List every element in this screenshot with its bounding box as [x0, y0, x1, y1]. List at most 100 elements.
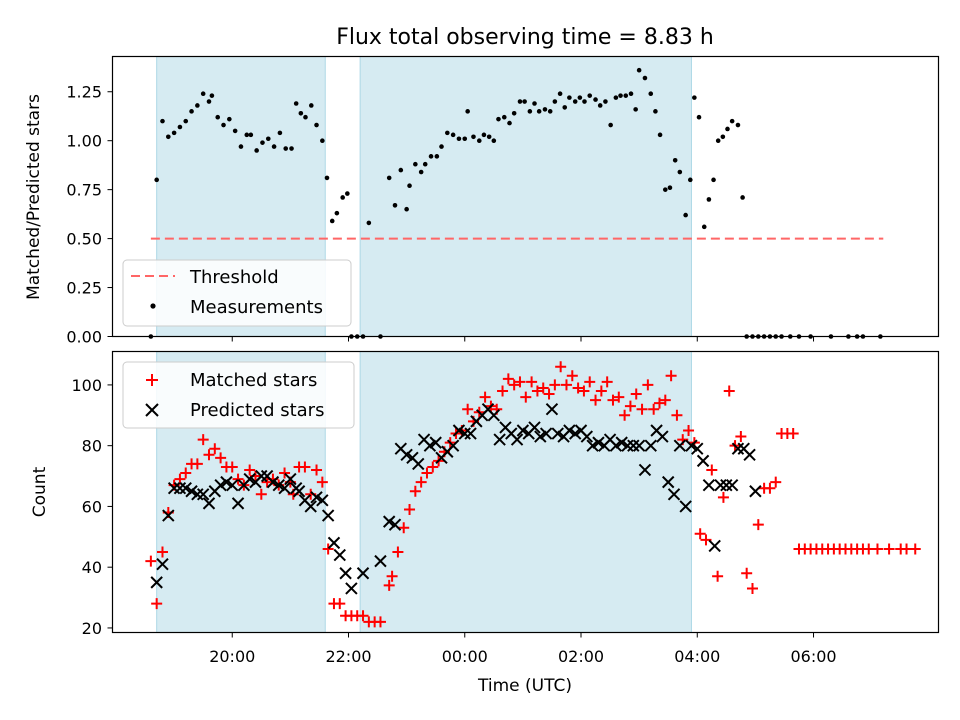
predicted-star-point [400, 448, 413, 461]
predicted-star-point [661, 475, 675, 489]
matched-star-point [706, 464, 718, 476]
matched-stars-points [145, 361, 921, 628]
measurement-point [701, 224, 707, 230]
predicted-star-point [304, 500, 317, 513]
predicted-star-point [173, 481, 187, 495]
measurement-point [450, 132, 456, 138]
measurement-point [386, 175, 392, 181]
predicted-star-point [592, 436, 605, 449]
matched-star-point [741, 567, 753, 579]
top-y-axis-label: Matched/Predicted stars [24, 94, 44, 300]
matched-star-point [607, 394, 619, 406]
matched-star-point [357, 610, 369, 622]
matched-star-point [883, 543, 895, 555]
measurement-point [486, 134, 492, 140]
measurement-point [471, 134, 476, 140]
matched-star-point [578, 385, 590, 397]
matched-star-point [537, 382, 549, 394]
predicted-star-point [196, 488, 210, 501]
predicted-star-point [743, 448, 756, 461]
predicted-star-point [310, 491, 323, 504]
matched-star-point [191, 458, 203, 470]
predicted-star-point [731, 442, 745, 455]
y-tick-label: 20 [82, 619, 102, 638]
measurement-point [729, 118, 735, 124]
predicted-star-point [563, 424, 576, 437]
y-tick-label: 1.25 [66, 83, 102, 102]
predicted-star-point [452, 424, 466, 437]
measurement-point [334, 210, 340, 216]
matched-star-point [746, 582, 758, 594]
measurement-point [195, 103, 200, 108]
matched-star-point [479, 391, 491, 403]
measurement-point [696, 114, 702, 120]
measurement-point [177, 124, 183, 130]
measurement-point [422, 161, 428, 167]
measurement-point [303, 114, 308, 120]
predicted-star-point [374, 554, 387, 568]
predicted-star-point [150, 576, 163, 589]
measurement-point [572, 99, 578, 104]
measurement-point [476, 138, 482, 143]
y-tick-label: 0.00 [66, 328, 102, 347]
measurement-point [407, 183, 412, 189]
predicted-star-point [231, 497, 245, 510]
x-axis-label: Time (UTC) [477, 676, 572, 696]
measurement-point [633, 107, 638, 112]
predicted-star-point [615, 436, 628, 449]
matched-star-point [215, 452, 227, 464]
matched-star-point [197, 434, 209, 446]
predicted-star-point [545, 403, 559, 416]
measurement-point [456, 136, 462, 142]
predicted-star-point [243, 472, 256, 486]
measurement-point [227, 116, 232, 122]
predicted-star-point [632, 439, 646, 452]
top-legend: Threshold Measurements [122, 259, 352, 327]
measurement-point [725, 126, 730, 132]
measurement-point [567, 95, 572, 100]
matched-star-point [299, 461, 311, 473]
predicted-star-point [656, 430, 669, 443]
predicted-star-point [487, 409, 501, 422]
predicted-star-point [725, 478, 739, 492]
measurement-point [496, 116, 501, 122]
predicted-star-point [667, 488, 681, 501]
chart-title: Flux total observing time = 8.83 h [336, 25, 714, 50]
measurement-point [324, 175, 330, 181]
measurement-point [613, 95, 619, 100]
matched-star-point [636, 403, 648, 415]
top-x-ticks [231, 336, 815, 342]
predicted-star-point [202, 497, 216, 510]
measurement-point [667, 185, 673, 190]
measurement-point [653, 109, 658, 114]
predicted-star-point [627, 439, 640, 452]
matched-star-point [514, 376, 526, 388]
matched-star-point [566, 370, 578, 382]
measurement-point [206, 99, 212, 104]
measurement-point [320, 138, 325, 143]
matched-star-point [909, 543, 921, 555]
matched-star-point [648, 403, 660, 415]
matched-star-point [383, 579, 395, 591]
measurement-point [501, 114, 507, 120]
predicted-star-point [673, 439, 687, 452]
legend-predicted-swatch [145, 403, 159, 417]
y-tick-label: 60 [82, 497, 102, 516]
matched-star-point [392, 546, 404, 558]
measurement-point [232, 128, 238, 134]
matched-star-point [226, 461, 238, 473]
predicted-star-point [551, 427, 564, 440]
measurement-point [171, 130, 177, 136]
bottom-plot-frame [111, 350, 940, 634]
matched-star-point [584, 376, 596, 388]
measurement-point [314, 122, 319, 128]
y-tick-label: 0.50 [66, 230, 102, 249]
matched-star-point [723, 385, 735, 397]
matched-star-point [717, 491, 729, 503]
measurement-point [683, 212, 688, 218]
matched-star-point [497, 385, 509, 397]
matched-star-point [156, 546, 168, 558]
matched-star-point [151, 598, 163, 610]
matched-star-point [427, 461, 439, 473]
measurement-point [711, 177, 716, 183]
